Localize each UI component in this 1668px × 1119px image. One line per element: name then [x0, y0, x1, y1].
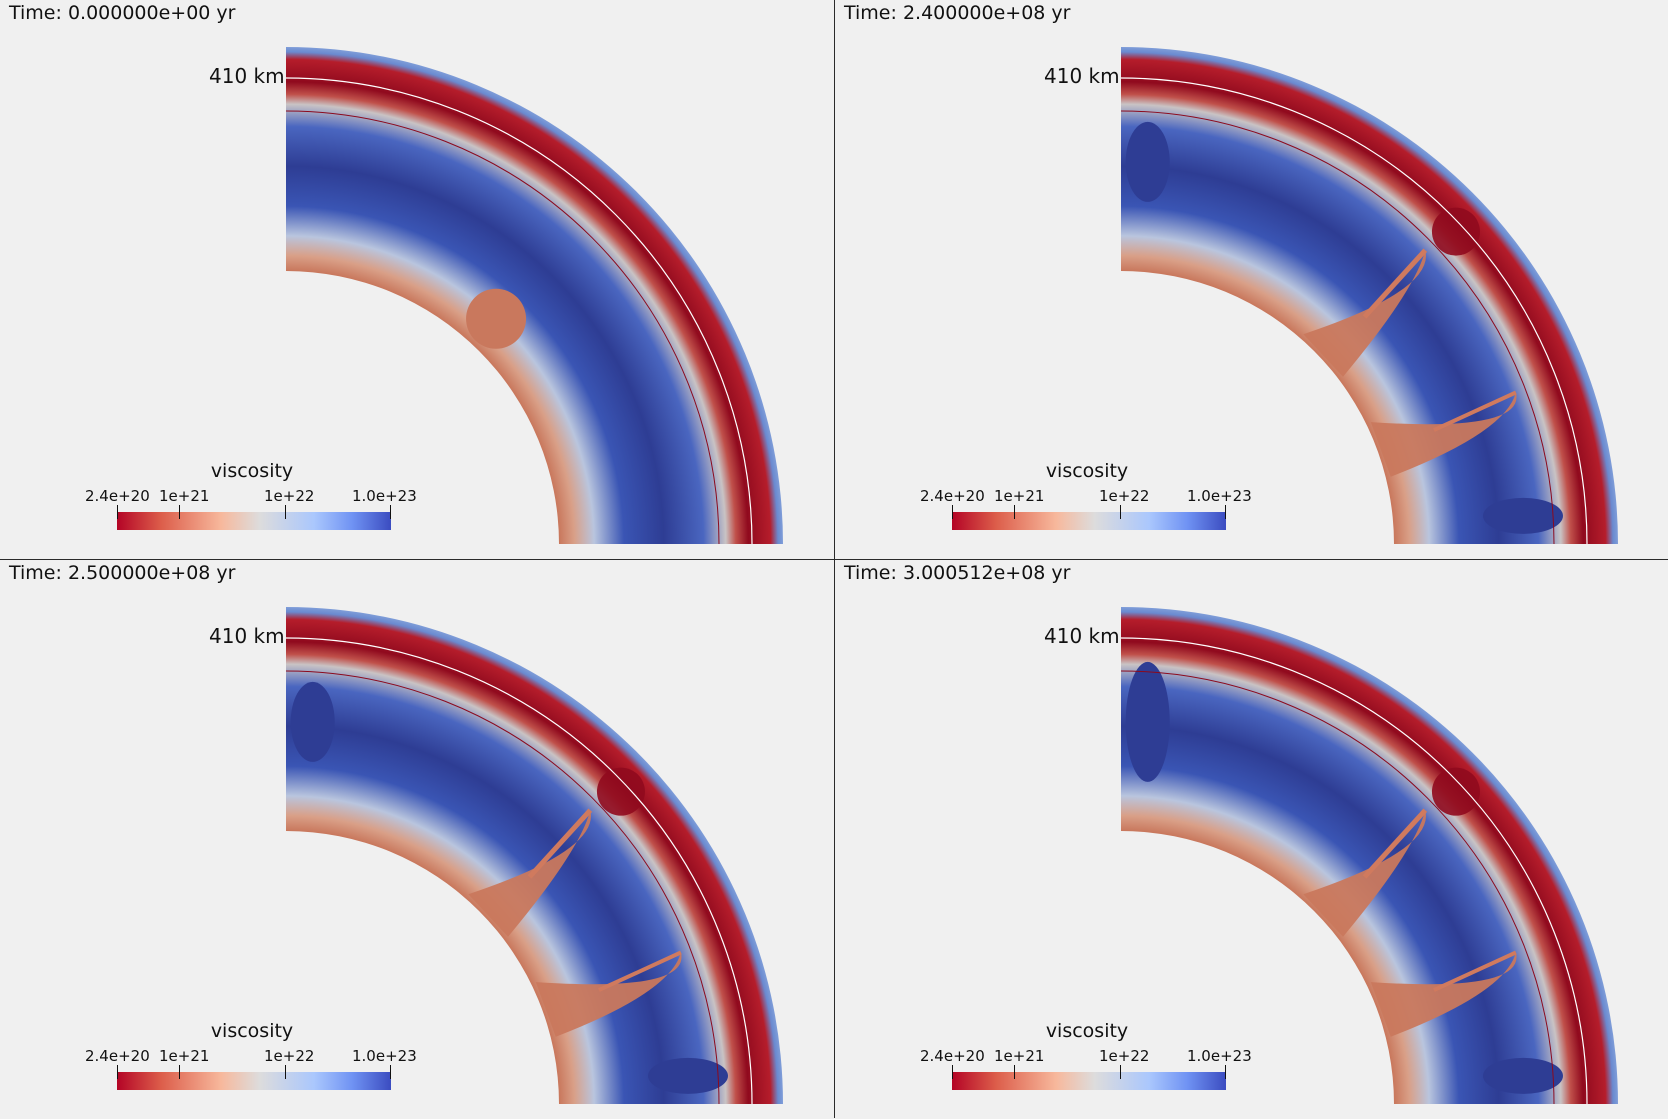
- colorbar-tick-label: 1e+22: [1099, 1047, 1150, 1065]
- viscosity-colorbar: viscosity 2.4e+20 1e+21 1e+22 1.0e+23: [82, 1015, 422, 1095]
- mantle-viscosity-plot: [1120, 607, 1618, 1105]
- horizontal-divider: [0, 559, 1668, 560]
- hot-spot: [1431, 207, 1480, 256]
- panel-time-2: Time: 2.500000e+08 yr 410 km viscosity 2…: [0, 560, 834, 1119]
- mantle-viscosity-plot: [285, 607, 783, 1105]
- colorbar-gradient: [117, 512, 391, 530]
- plume-conduit-secondary-stem: [1433, 390, 1517, 432]
- viscosity-contour: [285, 110, 720, 545]
- colorbar-tick-label: 2.4e+20: [85, 1047, 150, 1065]
- depth-410-label: 410 km: [209, 64, 285, 88]
- colorbar-tick-label: 1e+22: [264, 1047, 315, 1065]
- colorbar-tick: [1014, 505, 1015, 519]
- colorbar-tick: [179, 505, 180, 519]
- colorbar-tick-label: 1.0e+23: [352, 487, 417, 505]
- time-label: Time: 2.500000e+08 yr: [9, 562, 236, 584]
- colorbar-gradient: [117, 1072, 391, 1090]
- colorbar-tick: [1225, 1065, 1226, 1079]
- mantle-viscosity-plot: [1120, 47, 1618, 545]
- colorbar-tick-label: 2.4e+20: [920, 487, 985, 505]
- colorbar-tick-label: 1e+21: [159, 487, 210, 505]
- panel-time-3: Time: 3.000512e+08 yr 410 km viscosity 2…: [835, 560, 1668, 1119]
- colorbar-tick-label: 1e+21: [159, 1047, 210, 1065]
- colorbar-tick-label: 1e+22: [1099, 487, 1150, 505]
- colorbar-tick: [1225, 505, 1226, 519]
- viscosity-colorbar: viscosity 2.4e+20 1e+21 1e+22 1.0e+23: [82, 455, 422, 535]
- panel-time-0: Time: 0.000000e+00 yr 410 km viscosity 2…: [0, 0, 834, 559]
- colorbar-title: viscosity: [210, 460, 294, 482]
- plume-blob: [466, 288, 527, 349]
- panel-time-1: Time: 2.400000e+08 yr 410 km viscosity 2…: [835, 0, 1668, 559]
- depth-410-label: 410 km: [1044, 64, 1120, 88]
- time-label: Time: 0.000000e+00 yr: [9, 2, 236, 24]
- depth-410-label: 410 km: [1044, 624, 1120, 648]
- colorbar-tick-label: 1.0e+23: [1187, 487, 1252, 505]
- colorbar-tick: [179, 1065, 180, 1079]
- colorbar-tick: [390, 505, 391, 519]
- plume-conduit-secondary: [1370, 952, 1517, 1037]
- hot-spot: [596, 767, 645, 816]
- colorbar-tick-label: 2.4e+20: [85, 487, 150, 505]
- colorbar-tick-label: 1e+21: [994, 487, 1045, 505]
- plume-conduit-stem: [527, 808, 593, 879]
- base-cold-blob: [1483, 1057, 1564, 1094]
- colorbar-title: viscosity: [1045, 1020, 1129, 1042]
- mantle-shell: [286, 47, 783, 544]
- plume-conduit-stem: [1362, 808, 1428, 879]
- plume-conduit-secondary: [535, 952, 682, 1037]
- viscosity-contour: [1120, 110, 1555, 545]
- time-label: Time: 3.000512e+08 yr: [844, 562, 1071, 584]
- edge-cold-blob: [1125, 661, 1170, 782]
- viscosity-contour: [1120, 670, 1555, 1105]
- plume-conduit-stem: [1362, 248, 1428, 319]
- colorbar-tick-label: 1.0e+23: [1187, 1047, 1252, 1065]
- colorbar-tick: [285, 505, 286, 519]
- mantle-viscosity-plot: [285, 47, 783, 545]
- plume-conduit-secondary: [1370, 392, 1517, 477]
- depth-410-label: 410 km: [209, 624, 285, 648]
- colorbar-tick: [1120, 505, 1121, 519]
- edge-cold-blob: [1125, 121, 1170, 202]
- viscosity-colorbar: viscosity 2.4e+20 1e+21 1e+22 1.0e+23: [917, 455, 1257, 535]
- line-410km: [1120, 77, 1588, 545]
- colorbar-gradient: [952, 1072, 1226, 1090]
- time-label: Time: 2.400000e+08 yr: [844, 2, 1071, 24]
- base-cold-blob: [648, 1057, 729, 1094]
- colorbar-title: viscosity: [1045, 460, 1129, 482]
- hot-spot: [1431, 767, 1480, 816]
- plume-conduit-secondary-stem: [598, 950, 682, 992]
- colorbar-tick-label: 1e+21: [994, 1047, 1045, 1065]
- colorbar-tick-label: 1e+22: [264, 487, 315, 505]
- line-410km: [1120, 637, 1588, 1105]
- colorbar-title: viscosity: [210, 1020, 294, 1042]
- colorbar-tick: [117, 1065, 118, 1079]
- colorbar-tick: [117, 505, 118, 519]
- viscosity-colorbar: viscosity 2.4e+20 1e+21 1e+22 1.0e+23: [917, 1015, 1257, 1095]
- colorbar-tick: [1120, 1065, 1121, 1079]
- line-410km: [285, 77, 753, 545]
- colorbar-tick-label: 2.4e+20: [920, 1047, 985, 1065]
- base-cold-blob: [1483, 497, 1564, 534]
- colorbar-gradient: [952, 512, 1226, 530]
- line-410km: [285, 637, 753, 1105]
- colorbar-tick: [390, 1065, 391, 1079]
- colorbar-tick: [285, 1065, 286, 1079]
- viscosity-contour: [285, 670, 720, 1105]
- colorbar-tick: [952, 1065, 953, 1079]
- edge-cold-blob: [290, 681, 335, 762]
- colorbar-tick-label: 1.0e+23: [352, 1047, 417, 1065]
- colorbar-tick: [952, 505, 953, 519]
- colorbar-tick: [1014, 1065, 1015, 1079]
- plume-conduit-secondary-stem: [1433, 950, 1517, 992]
